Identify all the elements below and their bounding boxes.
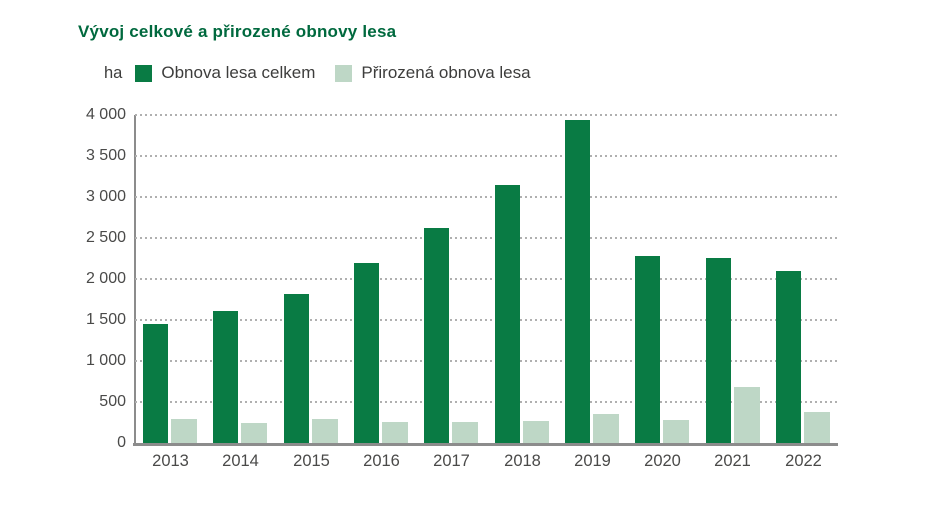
bar-natural-2013 — [171, 419, 197, 443]
legend-label-natural: Přirozená obnova lesa — [361, 63, 531, 82]
x-tick-label-2017: 2017 — [433, 452, 470, 470]
bar-natural-2017 — [452, 422, 478, 443]
gridline-2000 — [135, 278, 838, 280]
bar-total-2021 — [706, 258, 731, 443]
x-axis-line — [133, 443, 838, 446]
gridline-4000 — [135, 114, 838, 116]
bar-total-2020 — [635, 256, 660, 443]
legend-swatch-natural-icon — [335, 64, 353, 82]
bar-natural-2014 — [241, 423, 267, 443]
bar-natural-2018 — [523, 421, 549, 443]
x-tick-label-2016: 2016 — [363, 452, 400, 470]
bar-natural-2016 — [382, 422, 408, 443]
gridline-1000 — [135, 360, 838, 362]
x-tick-label-2013: 2013 — [152, 452, 189, 470]
x-tick-label-2022: 2022 — [785, 452, 822, 470]
bar-total-2022 — [776, 271, 801, 443]
y-tick-label-500: 500 — [99, 393, 126, 410]
x-tick-label-2020: 2020 — [644, 452, 681, 470]
gridline-2500 — [135, 237, 838, 239]
y-tick-label-2500: 2 500 — [85, 229, 126, 246]
y-tick-label-2000: 2 000 — [85, 270, 126, 287]
y-tick-label-1000: 1 000 — [85, 352, 126, 369]
legend-swatch-total-icon — [135, 64, 153, 82]
y-tick-label-4000: 4 000 — [85, 106, 126, 123]
chart-title: Vývoj celkové a přirozené obnovy lesa — [78, 22, 397, 41]
x-tick-label-2015: 2015 — [293, 452, 330, 470]
bar-natural-2015 — [312, 419, 338, 443]
bar-total-2013 — [143, 324, 168, 443]
gridline-3000 — [135, 196, 838, 198]
x-tick-label-2019: 2019 — [574, 452, 611, 470]
legend-item-natural: Přirozená obnova lesa — [335, 63, 531, 83]
bar-natural-2020 — [663, 420, 689, 443]
bar-total-2016 — [354, 263, 379, 443]
gridline-1500 — [135, 319, 838, 321]
legend-label-total: Obnova lesa celkem — [161, 63, 316, 82]
bar-total-2014 — [213, 311, 238, 443]
y-tick-label-3000: 3 000 — [85, 188, 126, 205]
legend-item-total: Obnova lesa celkem — [135, 63, 315, 83]
x-tick-label-2018: 2018 — [504, 452, 541, 470]
x-tick-label-2014: 2014 — [222, 452, 259, 470]
y-axis-unit-label: ha — [104, 63, 123, 82]
bar-natural-2022 — [804, 412, 830, 443]
plot-area — [135, 114, 838, 443]
bar-natural-2021 — [734, 387, 760, 443]
bar-total-2017 — [424, 228, 449, 443]
y-tick-label-3500: 3 500 — [85, 147, 126, 164]
gridline-3500 — [135, 155, 838, 157]
chart-legend: ha Obnova lesa celkem Přirozená obnova l… — [104, 62, 551, 84]
bar-total-2019 — [565, 120, 590, 443]
x-tick-label-2021: 2021 — [714, 452, 751, 470]
bar-total-2018 — [495, 185, 520, 443]
gridline-500 — [135, 401, 838, 403]
y-tick-label-1500: 1 500 — [85, 311, 126, 328]
bar-total-2015 — [284, 294, 309, 443]
bar-natural-2019 — [593, 414, 619, 443]
y-tick-label-0: 0 — [117, 434, 126, 451]
